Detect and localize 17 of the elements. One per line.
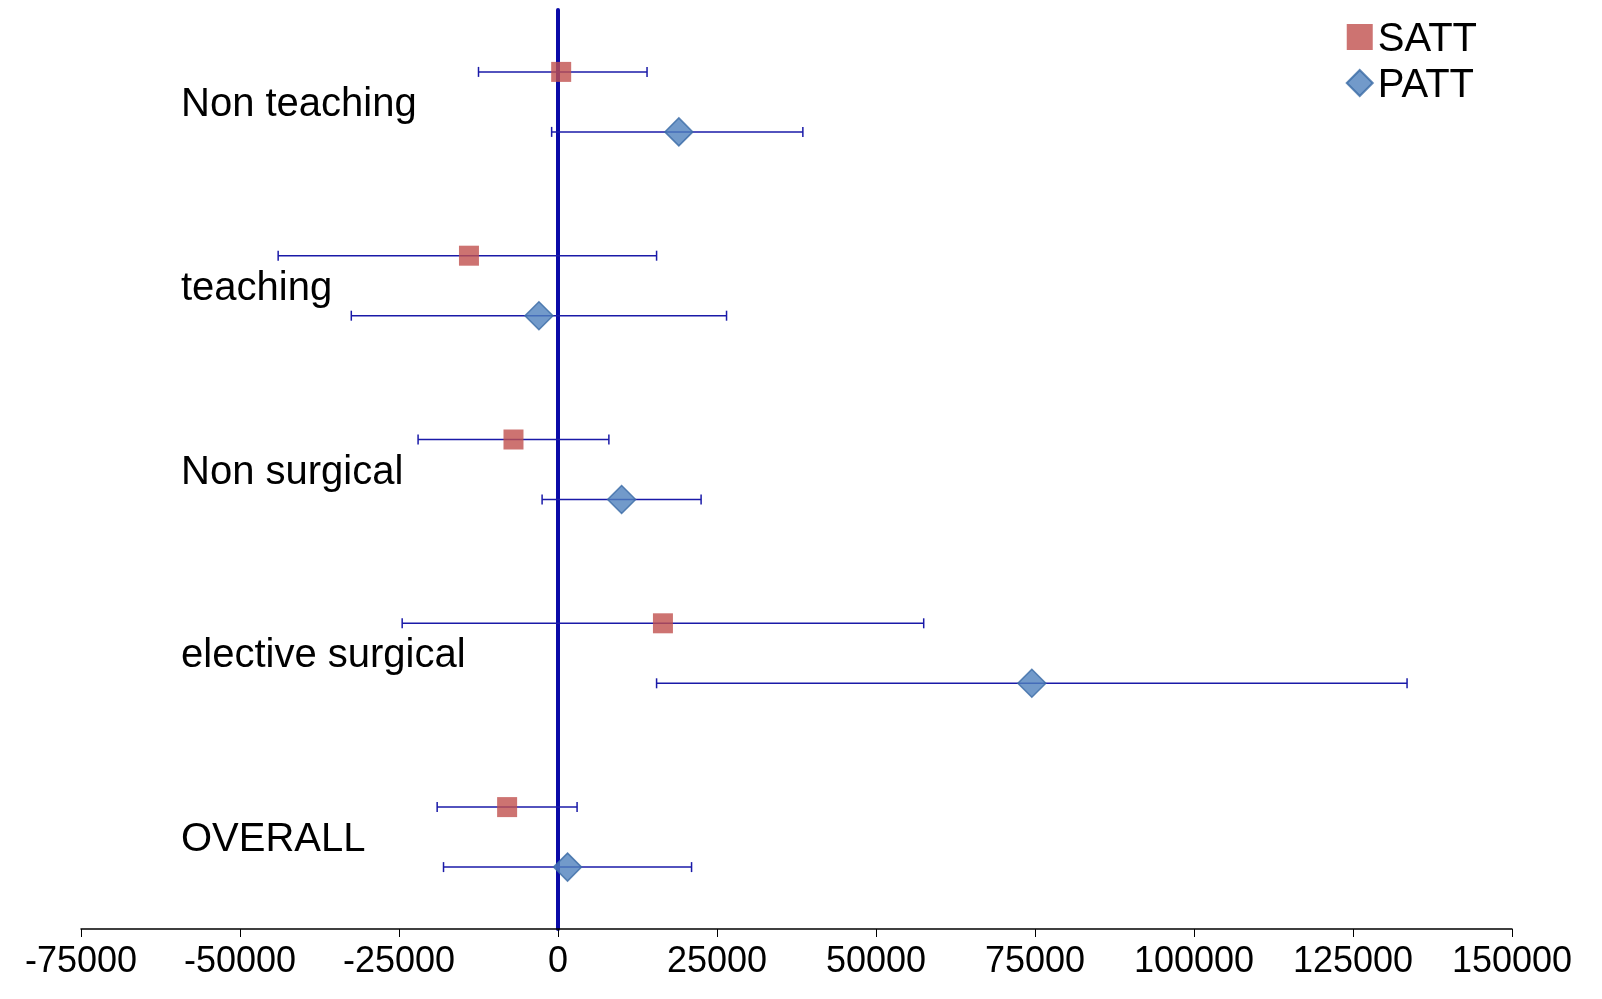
- y-tick-label: Non surgical: [181, 447, 404, 492]
- y-tick-label: Non teaching: [181, 79, 417, 124]
- x-tick-label: -25000: [342, 938, 456, 980]
- x-tick-label: 125000: [1292, 938, 1414, 980]
- x-tick-label: 100000: [1133, 938, 1255, 980]
- legend-label: SATT: [1377, 15, 1478, 59]
- y-tick-label: OVERALL: [181, 815, 366, 860]
- x-tick-label: 150000: [1451, 938, 1573, 980]
- x-tick-label: 75000: [984, 938, 1086, 980]
- x-tick-label: -75000: [24, 938, 138, 980]
- legend-label: PATT: [1377, 61, 1475, 105]
- x-tick-label: -50000: [183, 938, 297, 980]
- y-tick-label: teaching: [181, 263, 333, 308]
- x-tick-label: 50000: [825, 938, 927, 980]
- x-tick-label: 0: [547, 938, 569, 980]
- y-tick-label: elective surgical: [181, 631, 466, 676]
- x-tick-label: 25000: [666, 938, 768, 980]
